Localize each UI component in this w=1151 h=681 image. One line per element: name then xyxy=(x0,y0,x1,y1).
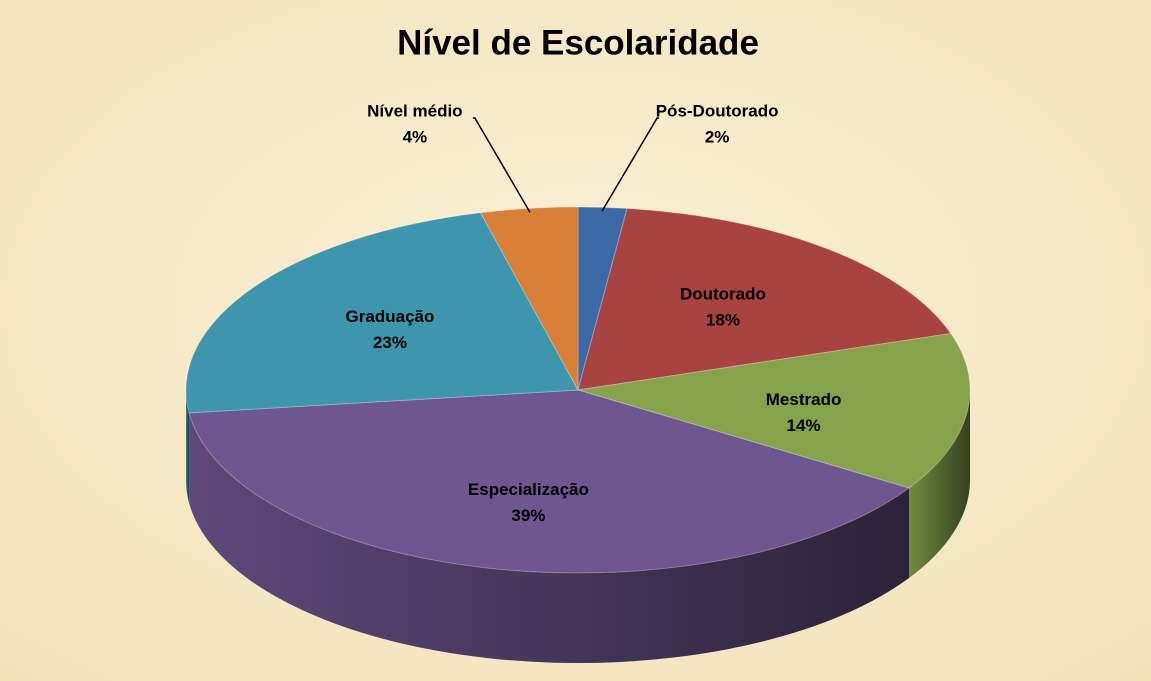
slice-side-shade xyxy=(189,412,909,663)
slice-side-shade xyxy=(186,390,190,503)
leader-line xyxy=(601,117,660,212)
data-label-name: Nível médio xyxy=(367,101,462,120)
chart-title: Nível de Escolaridade xyxy=(397,23,759,62)
data-label-name: Pós-Doutorado xyxy=(656,101,779,120)
data-label-name: Especialização xyxy=(468,480,589,499)
slice xyxy=(188,389,911,574)
slice xyxy=(185,212,579,414)
data-label-value: 23% xyxy=(373,333,407,352)
data-label-name: Doutorado xyxy=(680,285,766,304)
data-label-value: 39% xyxy=(511,506,545,525)
slice-side-shade xyxy=(908,390,970,579)
slice xyxy=(577,207,952,391)
data-label-value: 14% xyxy=(787,416,821,435)
slice xyxy=(577,206,628,391)
data-label-value: 4% xyxy=(403,127,428,146)
data-label-value: 18% xyxy=(706,311,740,330)
data-label-name: Mestrado xyxy=(766,390,842,409)
leader-line xyxy=(472,117,531,213)
slice xyxy=(577,332,971,489)
slice xyxy=(479,206,579,391)
data-label-value: 2% xyxy=(705,127,730,146)
data-label-name: Graduação xyxy=(346,307,435,326)
